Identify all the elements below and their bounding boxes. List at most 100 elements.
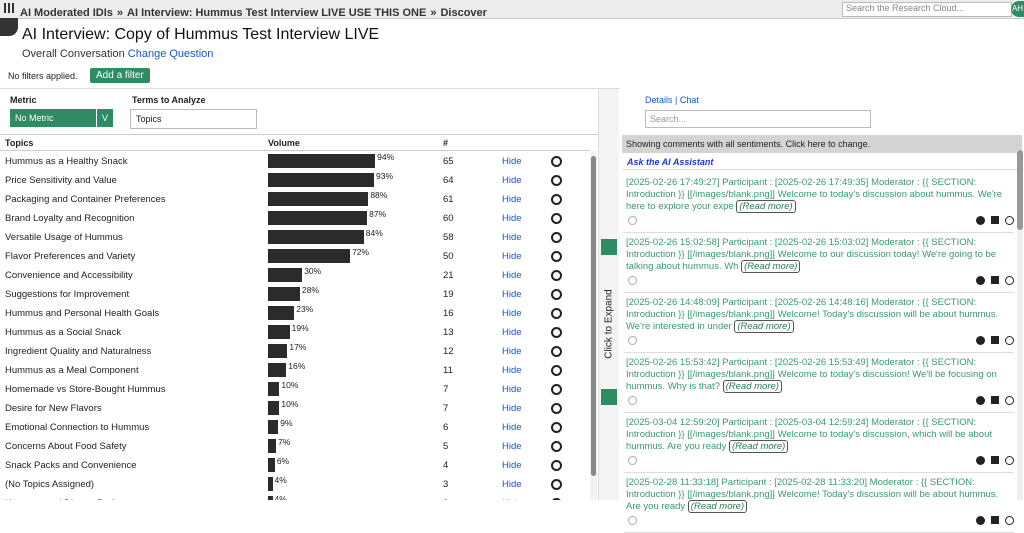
expand-strip[interactable]: Click to Expand [598, 89, 619, 500]
hide-link[interactable]: Hide [502, 308, 522, 319]
side-search[interactable]: Search... [645, 110, 871, 128]
metric-toggle[interactable]: V [96, 109, 113, 127]
settings-icon[interactable] [551, 194, 562, 205]
volume-bar [268, 382, 280, 396]
volume-label: 84% [365, 228, 383, 238]
flag-icon[interactable] [991, 396, 999, 404]
add-icon[interactable] [976, 216, 985, 225]
read-more[interactable]: (Read more) [687, 500, 748, 513]
breadcrumb[interactable]: AI Interview: Hummus Test Interview LIVE… [127, 7, 427, 19]
topic-label: Flavor Preferences and Variety [5, 251, 136, 262]
topic-row: Suggestions for Improvement 28% 19 Hide [0, 285, 590, 304]
scroll-thumb[interactable] [591, 156, 596, 476]
settings-icon[interactable] [551, 270, 562, 281]
help-tab[interactable] [0, 18, 18, 36]
side-scrollbar[interactable] [1017, 150, 1023, 500]
hide-link[interactable]: Hide [502, 384, 522, 395]
info-icon[interactable] [1005, 276, 1014, 285]
read-more[interactable]: (Read more) [734, 320, 794, 333]
expand-icon[interactable] [601, 239, 617, 255]
read-more[interactable]: (Read more) [728, 440, 789, 453]
info-icon[interactable] [1005, 216, 1014, 225]
terms-select[interactable]: Topics [130, 109, 257, 129]
read-more[interactable]: (Read more) [736, 200, 796, 213]
hide-link[interactable]: Hide [502, 194, 522, 205]
settings-icon[interactable] [551, 460, 562, 471]
hide-link[interactable]: Hide [502, 403, 522, 414]
check-icon[interactable] [628, 396, 637, 405]
avatar[interactable]: AH [1011, 1, 1024, 17]
settings-icon[interactable] [551, 384, 562, 395]
volume-label: 88% [370, 190, 388, 200]
change-question-link[interactable]: Change Question [127, 48, 214, 60]
count: 11 [443, 365, 453, 376]
settings-icon[interactable] [551, 213, 562, 224]
hide-link[interactable]: Hide [502, 156, 522, 167]
expand-icon[interactable] [601, 389, 617, 405]
add-icon[interactable] [976, 396, 985, 405]
hide-link[interactable]: Hide [502, 175, 522, 186]
divider [0, 150, 590, 151]
settings-icon[interactable] [551, 251, 562, 262]
info-icon[interactable] [1005, 456, 1014, 465]
tab-details[interactable]: Details [645, 95, 673, 105]
settings-icon[interactable] [551, 365, 562, 376]
info-icon[interactable] [1005, 516, 1014, 525]
settings-icon[interactable] [551, 232, 562, 243]
scrollbar[interactable] [590, 151, 597, 500]
hide-link[interactable]: Hide [502, 270, 522, 281]
hide-link[interactable]: Hide [502, 213, 522, 224]
settings-icon[interactable] [551, 327, 562, 338]
hide-link[interactable]: Hide [502, 289, 522, 300]
info-icon[interactable] [1005, 336, 1014, 345]
count: 16 [443, 308, 454, 319]
read-more[interactable]: (Read more) [741, 260, 801, 273]
settings-icon[interactable] [551, 156, 562, 167]
add-icon[interactable] [976, 516, 985, 525]
metric-select[interactable]: No Metric [10, 109, 100, 127]
hide-link[interactable]: Hide [502, 479, 522, 490]
flag-icon[interactable] [991, 216, 999, 224]
add-icon[interactable] [976, 336, 985, 345]
add-icon[interactable] [976, 276, 985, 285]
breadcrumb[interactable]: Discover [440, 7, 487, 19]
check-icon[interactable] [628, 456, 637, 465]
check-icon[interactable] [628, 276, 637, 285]
read-more[interactable]: (Read more) [722, 380, 782, 393]
sentiment-notice[interactable]: Showing comments with all sentiments. Cl… [622, 135, 1022, 153]
hide-link[interactable]: Hide [502, 441, 522, 452]
hide-link[interactable]: Hide [502, 346, 522, 357]
hide-link[interactable]: Hide [502, 460, 522, 471]
ai-assistant-link[interactable]: Ask the AI Assistant [627, 157, 714, 167]
settings-icon[interactable] [551, 422, 562, 433]
apps-icon[interactable] [4, 3, 14, 13]
check-icon[interactable] [628, 516, 637, 525]
settings-icon[interactable] [551, 308, 562, 319]
hide-link[interactable]: Hide [502, 327, 522, 338]
settings-icon[interactable] [551, 346, 562, 357]
hide-link[interactable]: Hide [502, 251, 522, 262]
flag-icon[interactable] [991, 456, 999, 464]
info-icon[interactable] [1005, 396, 1014, 405]
scroll-thumb[interactable] [1017, 150, 1023, 230]
hide-link[interactable]: Hide [502, 498, 522, 500]
topic-label: Packaging and Container Preferences [5, 194, 166, 205]
flag-icon[interactable] [991, 336, 999, 344]
hide-link[interactable]: Hide [502, 365, 522, 376]
settings-icon[interactable] [551, 403, 562, 414]
flag-icon[interactable] [991, 516, 999, 524]
tab-chat[interactable]: Chat [679, 95, 699, 105]
add-icon[interactable] [976, 456, 985, 465]
settings-icon[interactable] [551, 441, 562, 452]
settings-icon[interactable] [551, 175, 562, 186]
flag-icon[interactable] [991, 276, 999, 284]
check-icon[interactable] [628, 216, 637, 225]
settings-icon[interactable] [551, 479, 562, 490]
add-filter-button[interactable]: Add a filter [90, 68, 150, 83]
search-box[interactable]: Search the Research Cloud... [842, 2, 1012, 17]
hide-link[interactable]: Hide [502, 422, 522, 433]
check-icon[interactable] [628, 336, 637, 345]
hide-link[interactable]: Hide [502, 232, 522, 243]
settings-icon[interactable] [551, 289, 562, 300]
breadcrumb[interactable]: AI Moderated IDIs [20, 7, 113, 19]
